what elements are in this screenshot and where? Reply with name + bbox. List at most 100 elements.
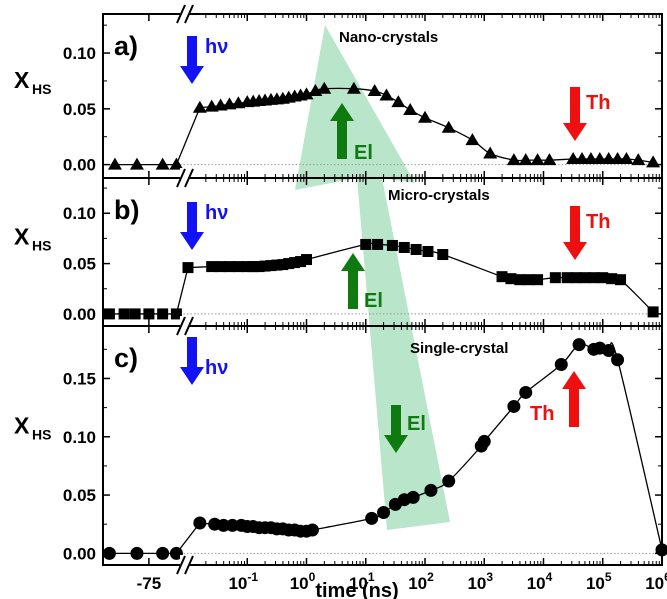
series-line-jump	[175, 267, 189, 315]
data-point-square	[259, 260, 271, 272]
el-arrow	[384, 405, 408, 453]
data-point-square	[386, 239, 398, 251]
data-point-triangle	[631, 153, 646, 166]
el-label: El	[407, 413, 426, 435]
data-point-square	[157, 308, 169, 320]
data-point-circle	[130, 546, 144, 560]
y-tick-label: 0.00	[63, 156, 96, 175]
data-point-triangle	[403, 102, 418, 115]
data-point-square	[360, 238, 372, 250]
y-axis-label: X	[14, 224, 30, 250]
data-point-circle	[169, 546, 183, 560]
panel-label: c)	[114, 343, 138, 373]
x-tick-label: 102	[408, 570, 434, 593]
axis-break-mark	[176, 316, 186, 336]
el-arrow	[341, 253, 365, 309]
data-point-circle	[305, 523, 319, 537]
data-point-square	[606, 273, 618, 285]
axis-break-mark	[176, 555, 186, 575]
data-point-triangle	[391, 95, 406, 108]
data-point-circle	[602, 343, 616, 357]
x-tick-label: 104	[527, 570, 553, 593]
y-tick-label: 0.10	[63, 428, 96, 447]
data-point-circle	[477, 434, 491, 448]
data-point-circle	[365, 511, 379, 525]
data-point-circle	[507, 399, 521, 413]
hv-arrow	[180, 202, 204, 250]
data-point-square	[241, 261, 253, 273]
data-point-circle	[156, 546, 170, 560]
el-label: El	[354, 142, 373, 164]
axis-break-gap	[180, 555, 189, 575]
y-axis-label: X	[14, 67, 30, 93]
axis-break-gap	[180, 316, 189, 336]
data-point-square	[579, 272, 591, 284]
data-point-square	[588, 272, 600, 284]
hv-label: hν	[205, 202, 228, 224]
data-point-square	[549, 272, 561, 284]
data-point-square	[277, 259, 289, 271]
panel-c: 0.00 0.05 0.10 0.15 X HS c) Single-crystal hν El T…	[14, 316, 667, 566]
data-point-circle	[611, 353, 625, 367]
y-tick-label: 0.05	[63, 255, 96, 274]
th-label: Th	[586, 92, 610, 114]
y-tick-label: 0.05	[63, 486, 96, 505]
panel-a: 0.00 0.05 0.10 X HS a) Nano-crystals hν Th El	[14, 4, 663, 179]
data-point-triangle	[379, 88, 394, 101]
data-point-square	[532, 274, 544, 286]
data-point-square	[647, 306, 659, 318]
data-point-square	[129, 308, 141, 320]
data-point-circle	[406, 490, 420, 504]
x-tick-label: -75	[137, 574, 162, 593]
data-point-circle	[519, 385, 533, 399]
data-point-triangle	[601, 152, 616, 165]
axis-break-gap	[180, 168, 189, 188]
panel-title: Single-crystal	[410, 340, 508, 357]
data-point-square	[271, 259, 283, 271]
data-point-square	[215, 261, 227, 273]
data-point-triangle	[518, 153, 533, 166]
data-point-square	[232, 261, 244, 273]
data-point-square	[223, 261, 235, 273]
data-point-triangle	[566, 152, 581, 165]
data-point-square	[301, 254, 312, 266]
data-point-circle	[424, 483, 438, 497]
data-point-square	[206, 261, 218, 273]
th-label: Th	[530, 403, 554, 425]
data-point-triangle	[418, 110, 432, 123]
axis-break-mark	[184, 168, 194, 188]
series-line-jump	[175, 107, 201, 165]
panel-label: b)	[114, 195, 139, 225]
hv-label: hν	[205, 36, 228, 58]
data-point-triangle	[542, 153, 557, 166]
data-point-triangle	[483, 146, 498, 159]
data-point-square	[265, 260, 277, 272]
x-tick-label: 105	[586, 570, 612, 593]
data-point-circle	[655, 543, 667, 557]
y-tick-label: 0.10	[63, 44, 96, 63]
data-point-circle	[377, 506, 391, 520]
y-axis-label-subscript: HS	[32, 238, 51, 254]
data-point-circle	[102, 546, 116, 560]
data-point-triangle	[299, 87, 314, 100]
data-point-square	[514, 274, 526, 286]
axis-break-mark	[176, 168, 186, 188]
data-point-square	[410, 243, 422, 255]
axis-break-mark	[184, 555, 194, 575]
hv-arrow	[180, 36, 204, 84]
axis-break-mark	[176, 4, 186, 24]
data-point-square	[437, 249, 449, 261]
x-axis-label: time (ns)	[315, 580, 398, 599]
data-point-triangle	[346, 81, 361, 94]
data-point-circle	[193, 516, 207, 530]
data-point-square	[561, 272, 573, 284]
data-point-triangle	[129, 157, 144, 170]
data-point-square	[505, 273, 517, 285]
el-label: El	[364, 290, 383, 312]
data-point-square	[422, 245, 434, 257]
panel-frame	[102, 325, 663, 566]
data-point-triangle	[506, 153, 521, 166]
data-point-triangle	[592, 152, 607, 165]
hv-label: hν	[205, 357, 228, 379]
